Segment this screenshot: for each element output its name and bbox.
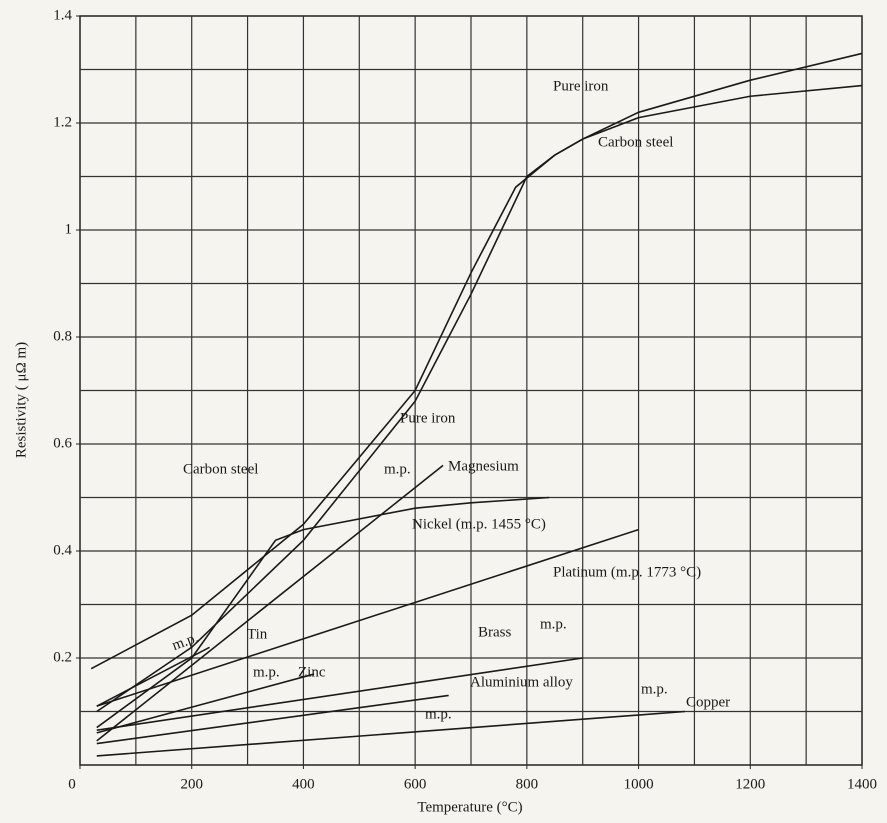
series-label: Platinum (m.p. 1773 °C) <box>553 564 701 580</box>
series-label: Copper <box>686 694 730 710</box>
series-line <box>91 86 862 669</box>
series-line <box>97 695 449 743</box>
x-tick-label: 1000 <box>624 776 654 792</box>
x-tick-label: 800 <box>516 776 539 792</box>
series-label: Magnesium <box>448 458 519 474</box>
x-tick-label: 600 <box>404 776 427 792</box>
y-tick-label: 0.4 <box>53 542 72 558</box>
series-label: Zinc <box>298 664 326 680</box>
chart: Temperature (°C) Resistivity ( μΩ m) 0 20… <box>0 0 887 823</box>
annotation: m.p. <box>253 664 280 680</box>
annotation: Carbon steel <box>183 461 258 477</box>
annotation: m.p. <box>641 681 668 697</box>
series-label: Carbon steel <box>598 134 673 150</box>
y-tick-label: 0.8 <box>53 328 72 344</box>
x-tick-label: 0 <box>68 776 76 792</box>
series-label: Aluminium alloy <box>470 674 573 690</box>
annotation: Pure iron <box>400 410 456 426</box>
y-tick-label: 1 <box>65 221 73 237</box>
x-tick-label: 400 <box>292 776 315 792</box>
series-line <box>97 53 862 711</box>
annotation: m.p. <box>384 461 411 477</box>
series-line <box>97 712 685 756</box>
series-label: Pure iron <box>553 78 609 94</box>
annotation: m.p. <box>425 706 452 722</box>
series-line <box>97 465 443 741</box>
y-tick-label: 0.2 <box>53 649 72 665</box>
x-tick-label: 1200 <box>735 776 765 792</box>
annotation: m.p. <box>170 630 201 654</box>
y-tick-label: 0.6 <box>53 435 72 451</box>
series-label: Brass <box>478 624 511 640</box>
y-tick-label: 1.4 <box>53 7 72 23</box>
y-axis-label: Resistivity ( μΩ m) <box>13 342 29 458</box>
annotation: m.p. <box>540 616 567 632</box>
y-tick-label: 1.2 <box>53 114 72 130</box>
x-axis-label: Temperature (°C) <box>417 799 522 815</box>
x-tick-label: 1400 <box>847 776 877 792</box>
series-label: Tin <box>247 626 268 642</box>
x-tick-label: 200 <box>180 776 203 792</box>
series-label: Nickel (m.p. 1455 °C) <box>412 516 546 532</box>
